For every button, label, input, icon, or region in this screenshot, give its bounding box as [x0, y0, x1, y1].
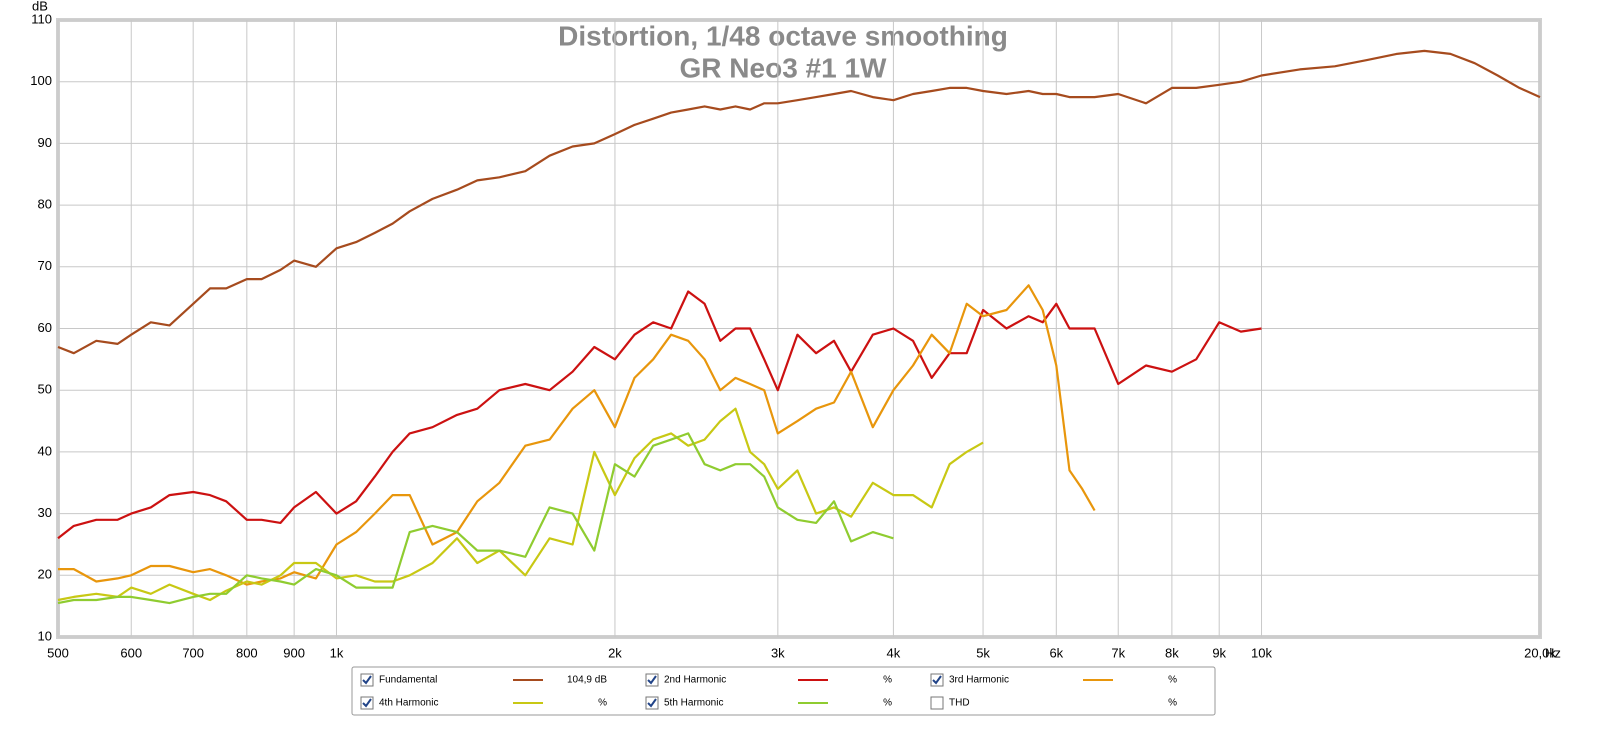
x-tick-label: 9k: [1212, 645, 1226, 660]
legend-label: THD: [949, 698, 970, 709]
y-tick-label: 90: [38, 135, 52, 150]
legend-label: 3rd Harmonic: [949, 675, 1009, 686]
x-tick-label: 7k: [1111, 645, 1125, 660]
x-tick-label: 4k: [887, 645, 901, 660]
data-line: [58, 284, 1096, 586]
legend-checkmark: [362, 675, 372, 685]
y-tick-label: 80: [38, 197, 52, 212]
x-tick-label: 600: [120, 645, 142, 660]
y-axis-label: dB: [32, 0, 48, 13]
y-tick-label: 60: [38, 320, 52, 335]
data-line: [57, 49, 1541, 355]
y-tick-label: 40: [38, 443, 52, 458]
data-line: [57, 432, 894, 605]
x-axis-label: Hz: [1545, 645, 1561, 660]
legend-value: %: [883, 675, 892, 686]
legend-checkmark: [362, 698, 372, 708]
chart-title: Distortion, 1/48 octave smoothing: [558, 20, 1008, 51]
legend-checkbox[interactable]: [930, 696, 944, 710]
x-tick-label: 900: [283, 645, 305, 660]
x-tick-label: 2k: [608, 645, 622, 660]
x-tick-label: 8k: [1165, 645, 1179, 660]
x-tick-label: 500: [47, 645, 69, 660]
x-tick-label: 10k: [1251, 645, 1272, 660]
x-tick-label: 20,0k: [1524, 645, 1556, 660]
data-line: [57, 407, 984, 602]
y-tick-label: 110: [31, 11, 52, 26]
x-tick-label: 700: [182, 645, 204, 660]
x-tick-label: 5k: [976, 645, 990, 660]
legend-value: %: [883, 698, 892, 709]
legend-value: %: [598, 698, 607, 709]
legend: [351, 666, 1216, 716]
legend-checkmark: [647, 675, 657, 685]
x-tick-label: 6k: [1049, 645, 1063, 660]
legend-value: %: [1168, 675, 1177, 686]
x-tick-label: 3k: [771, 645, 785, 660]
data-line: [57, 290, 1262, 540]
legend-label: 2nd Harmonic: [664, 675, 726, 686]
legend-checkmark: [932, 675, 942, 685]
y-tick-label: 100: [30, 73, 52, 88]
y-tick-label: 50: [38, 382, 52, 397]
legend-label: 4th Harmonic: [379, 698, 438, 709]
chart-subtitle: GR Neo3 #1 1W: [680, 52, 888, 83]
legend-value: 104,9 dB: [567, 675, 607, 686]
y-tick-label: 20: [38, 567, 52, 582]
legend-label: Fundamental: [379, 675, 437, 686]
legend-value: %: [1168, 698, 1177, 709]
legend-checkmark: [647, 698, 657, 708]
y-tick-label: 10: [38, 628, 52, 643]
legend-label: 5th Harmonic: [664, 698, 723, 709]
y-tick-label: 30: [38, 505, 52, 520]
x-tick-label: 1k: [330, 645, 344, 660]
x-tick-label: 800: [236, 645, 258, 660]
y-tick-label: 70: [38, 258, 52, 273]
